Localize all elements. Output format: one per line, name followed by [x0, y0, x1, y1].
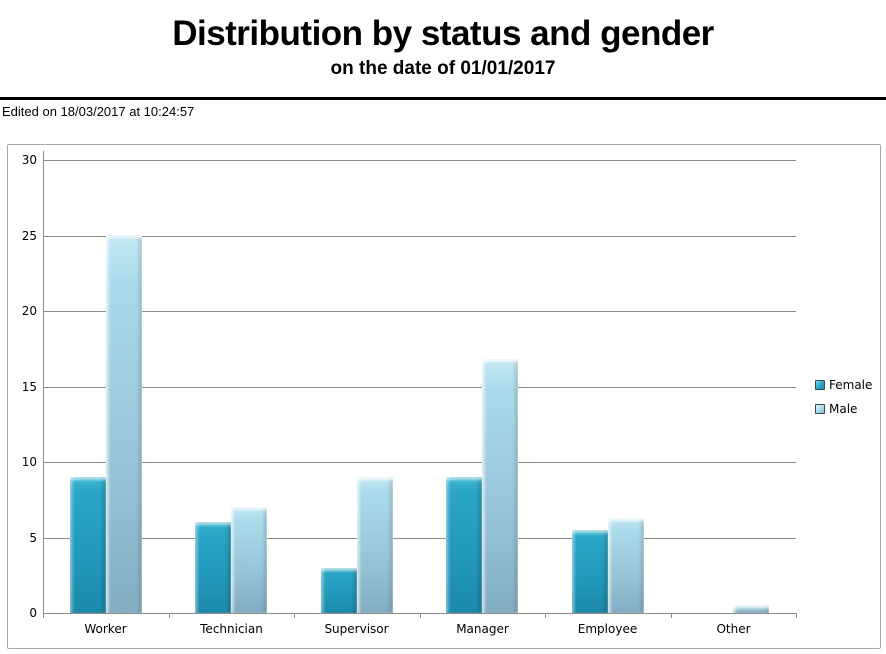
x-tick	[43, 613, 44, 618]
category-label-worker: Worker	[84, 622, 127, 636]
bar-female-manager	[446, 477, 482, 613]
gridline	[43, 160, 796, 161]
gridline	[43, 462, 796, 463]
y-tick-label: 30	[21, 153, 37, 167]
x-tick	[545, 613, 546, 618]
header-divider	[0, 97, 886, 100]
y-tick-label: 5	[29, 531, 37, 545]
y-tick-label: 15	[21, 380, 37, 394]
legend-item-female: Female	[815, 378, 872, 392]
x-tick	[169, 613, 170, 618]
x-axis-line	[43, 613, 796, 614]
category-label-technician: Technician	[200, 622, 263, 636]
bar-male-worker	[106, 235, 142, 613]
legend-swatch-male-icon	[815, 404, 825, 414]
y-tick-label: 10	[21, 455, 37, 469]
gridline	[43, 236, 796, 237]
category-label-employee: Employee	[577, 622, 638, 636]
gridline	[43, 387, 796, 388]
legend-item-male: Male	[815, 402, 857, 416]
y-tick-label: 25	[21, 229, 37, 243]
legend-label-male: Male	[829, 402, 858, 416]
bar-female-technician	[195, 522, 231, 613]
bar-female-worker	[70, 477, 106, 613]
category-label-manager: Manager	[456, 622, 509, 636]
edited-timestamp: Edited on 18/03/2017 at 10:24:57	[2, 104, 195, 119]
y-axis-line	[43, 151, 44, 613]
page-title: Distribution by status and gender	[172, 14, 714, 53]
x-tick	[420, 613, 421, 618]
legend-swatch-female-icon	[815, 380, 825, 390]
legend-label-female: Female	[829, 378, 873, 392]
y-tick-label: 20	[21, 304, 37, 318]
gridline	[43, 538, 796, 539]
y-tick-label: 0	[29, 606, 37, 620]
x-tick	[671, 613, 672, 618]
bar-female-employee	[572, 530, 608, 613]
bar-female-supervisor	[321, 568, 357, 613]
gridline	[43, 311, 796, 312]
page-subtitle: on the date of 01/01/2017	[330, 58, 556, 79]
category-label-supervisor: Supervisor	[324, 622, 389, 636]
bar-male-other	[733, 605, 769, 613]
bar-male-employee	[608, 518, 644, 613]
bar-male-supervisor	[357, 477, 393, 613]
x-tick	[796, 613, 797, 618]
category-label-other: Other	[716, 622, 751, 636]
bar-male-technician	[231, 507, 267, 613]
bar-male-manager	[482, 359, 518, 613]
x-tick	[294, 613, 295, 618]
chart: 0 5 10 15 20 25 30 Worker Technician Supervisor Ma…	[7, 144, 881, 649]
